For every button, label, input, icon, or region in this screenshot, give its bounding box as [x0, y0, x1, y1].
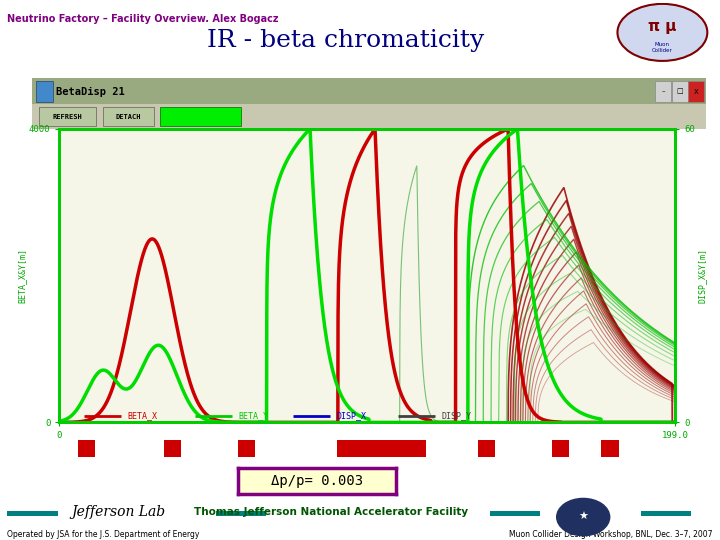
Text: ★: ★	[578, 512, 588, 522]
Circle shape	[618, 4, 707, 61]
Text: □: □	[677, 89, 683, 94]
Text: BETA_Y: BETA_Y	[238, 411, 268, 420]
Text: Muon
Collider: Muon Collider	[652, 42, 672, 52]
Text: Jefferson Lab: Jefferson Lab	[72, 504, 166, 518]
Bar	[36, 81, 53, 103]
Text: DISP_Y: DISP_Y	[441, 411, 471, 420]
Text: REFRESH: REFRESH	[53, 114, 82, 120]
Text: Δp/p= 0.003: Δp/p= 0.003	[271, 474, 363, 488]
Bar	[161, 107, 241, 126]
Bar	[7, 511, 58, 516]
Bar	[641, 511, 691, 516]
Text: Muon Collider Design Workshop, BNL, Dec. 3–7, 2007: Muon Collider Design Workshop, BNL, Dec.…	[509, 530, 713, 539]
Bar	[216, 511, 266, 516]
Bar	[238, 440, 255, 457]
Bar	[78, 440, 95, 457]
Text: Neutrino Factory – Facility Overview. Alex Bogacz: Neutrino Factory – Facility Overview. Al…	[7, 14, 279, 24]
Text: BETA_X: BETA_X	[127, 411, 157, 420]
Text: IR - beta chromaticity: IR - beta chromaticity	[207, 29, 485, 52]
Y-axis label: BETA_X&Y[m]: BETA_X&Y[m]	[17, 248, 26, 303]
Bar	[103, 107, 153, 126]
Bar	[688, 82, 704, 102]
Bar	[601, 440, 618, 457]
Bar	[32, 104, 706, 129]
Bar	[39, 107, 96, 126]
Text: –: –	[662, 89, 665, 94]
Bar	[655, 82, 671, 102]
Bar	[490, 511, 540, 516]
Text: DETACH: DETACH	[115, 114, 140, 120]
Bar	[552, 440, 570, 457]
Text: π μ: π μ	[648, 19, 677, 34]
Text: DISP_X: DISP_X	[336, 411, 366, 420]
Bar	[392, 440, 426, 457]
Bar	[336, 440, 370, 457]
Text: Thomas Jefferson National Accelerator Facility: Thomas Jefferson National Accelerator Fa…	[194, 507, 468, 517]
Bar	[32, 78, 706, 104]
Bar	[361, 440, 395, 457]
Circle shape	[557, 498, 610, 536]
Bar	[478, 440, 495, 457]
Text: X: X	[694, 89, 698, 94]
Text: Operated by JSA for the J.S. Department of Energy: Operated by JSA for the J.S. Department …	[7, 530, 199, 539]
Bar	[672, 82, 688, 102]
Bar	[164, 440, 181, 457]
Y-axis label: DISP_X&Y[m]: DISP_X&Y[m]	[698, 248, 707, 303]
Text: BetaDisp 21: BetaDisp 21	[56, 87, 125, 97]
